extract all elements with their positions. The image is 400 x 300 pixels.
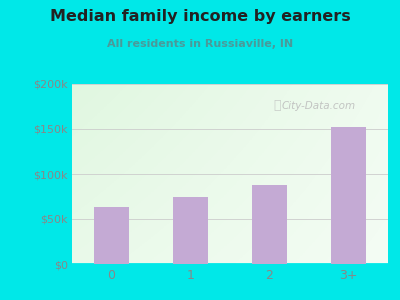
Bar xyxy=(173,196,208,264)
Text: City-Data.com: City-Data.com xyxy=(282,100,356,111)
Bar xyxy=(94,207,129,264)
Bar xyxy=(331,127,366,264)
Text: All residents in Russiaville, IN: All residents in Russiaville, IN xyxy=(107,39,293,49)
Bar xyxy=(252,185,287,264)
Text: ⓘ: ⓘ xyxy=(274,99,281,112)
Text: Median family income by earners: Median family income by earners xyxy=(50,9,350,24)
